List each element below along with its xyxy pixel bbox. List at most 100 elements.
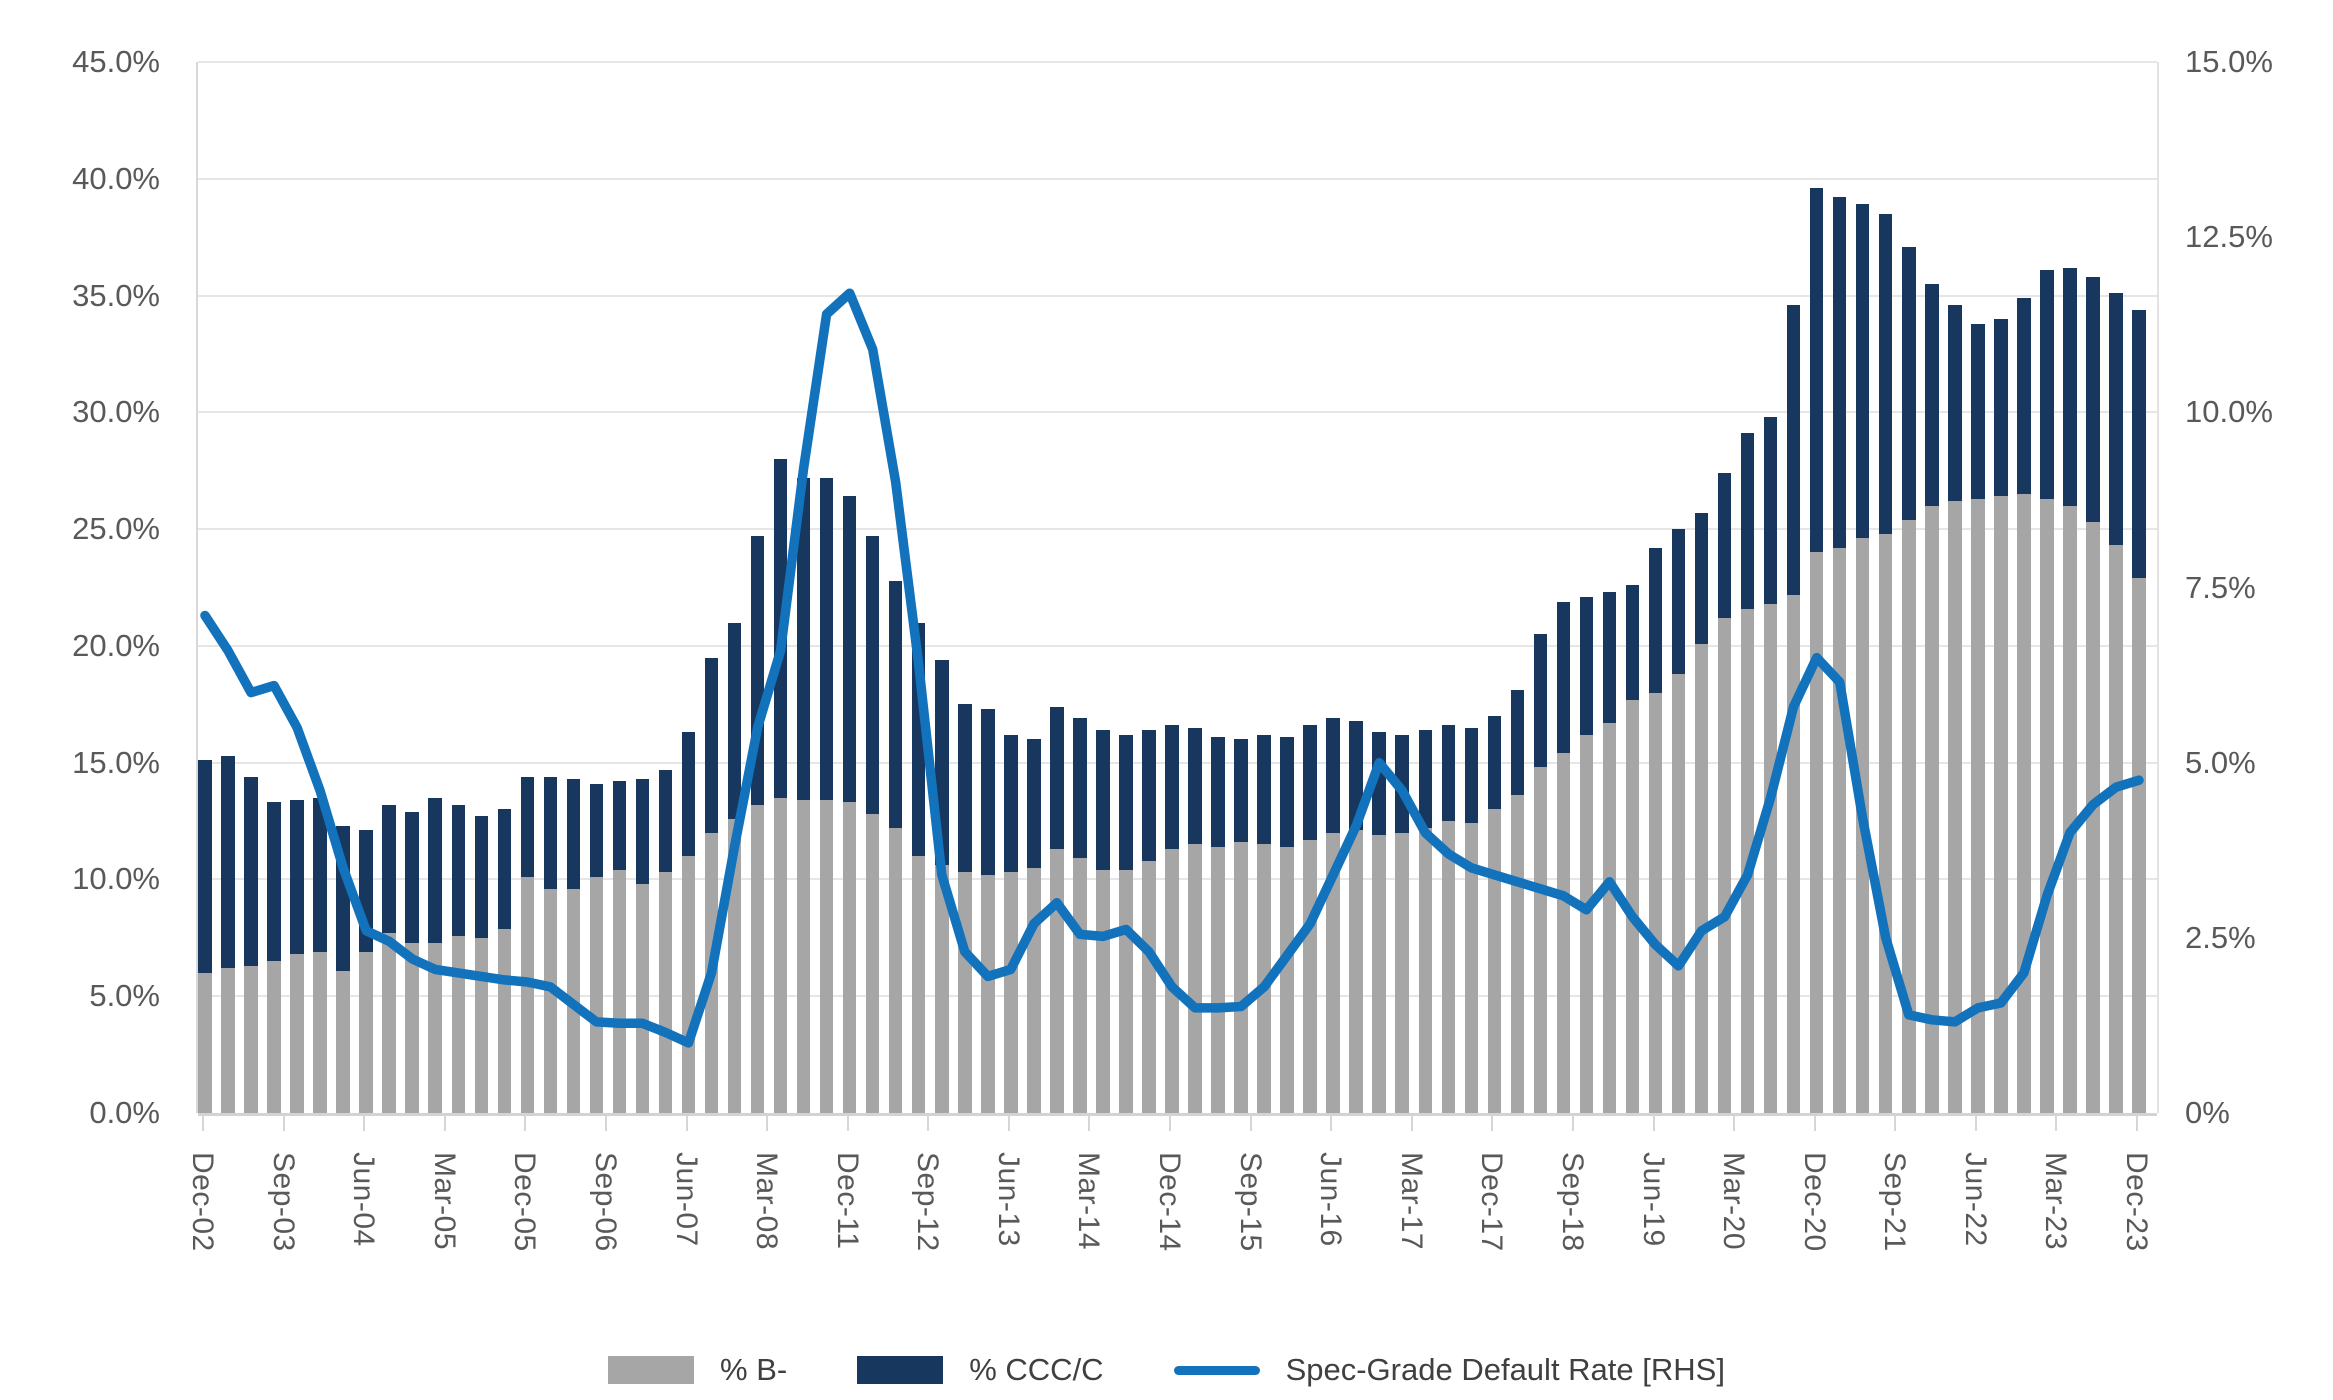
segment-ccc-c xyxy=(1096,729,1110,871)
segment-ccc-c xyxy=(382,804,396,934)
bar-Sep-16 xyxy=(1464,727,1479,1113)
x-axis-tick xyxy=(1652,1115,1655,1131)
segment-b-minus xyxy=(543,888,558,1113)
left-axis-tick-label: 40.0% xyxy=(72,160,160,196)
segment-b-minus xyxy=(819,800,834,1113)
x-axis-tick xyxy=(1491,1115,1494,1131)
segment-b-minus xyxy=(1372,835,1386,1113)
segment-b-minus xyxy=(1533,767,1548,1113)
segment-ccc-c xyxy=(635,779,650,885)
x-axis-tick-label: Sep-18 xyxy=(1555,1152,1589,1252)
left-axis-tick-label: 30.0% xyxy=(72,394,160,430)
bar-Dec-03 xyxy=(290,800,304,1113)
bar-Jun-06 xyxy=(520,776,535,1113)
segment-b-minus xyxy=(658,872,673,1113)
segment-ccc-c xyxy=(1326,718,1340,833)
segment-b-minus xyxy=(1948,501,1962,1113)
bar-Sep-21 xyxy=(1925,283,1939,1113)
legend-item-ccc-c: % CCC/C xyxy=(857,1352,1104,1388)
segment-b-minus xyxy=(1902,519,1916,1113)
x-axis-tick xyxy=(1330,1115,1333,1131)
right-axis-tick-label: 7.5% xyxy=(2185,569,2256,605)
segment-b-minus xyxy=(1142,860,1156,1113)
segment-b-minus xyxy=(1464,823,1479,1113)
x-axis-tick-label: Sep-12 xyxy=(911,1152,945,1252)
segment-b-minus xyxy=(612,870,627,1113)
x-axis-tick xyxy=(443,1115,446,1131)
bar-Mar-19 xyxy=(1694,512,1709,1113)
segment-b-minus xyxy=(1487,809,1502,1113)
right-axis-tick-label: 0% xyxy=(2185,1095,2230,1130)
segment-b-minus xyxy=(1809,552,1824,1113)
segment-b-minus xyxy=(2109,545,2123,1113)
bar-Dec-23 xyxy=(2132,309,2146,1113)
segment-ccc-c xyxy=(1994,318,2008,497)
x-axis-tick-label: Jun-13 xyxy=(991,1152,1025,1247)
left-axis-tick-label: 15.0% xyxy=(72,744,160,780)
x-axis-tick-label: Mar-23 xyxy=(2039,1152,2073,1251)
ccc-c-swatch-icon xyxy=(857,1356,944,1384)
segment-b-minus xyxy=(1556,753,1571,1113)
segment-ccc-c xyxy=(1625,585,1640,700)
x-axis-tick xyxy=(1571,1115,1574,1131)
legend-label-default-rate: Spec-Grade Default Rate [RHS] xyxy=(1285,1352,1725,1387)
bar-Sep-04 xyxy=(359,830,373,1113)
right-axis-tick-label: 5.0% xyxy=(2185,744,2256,780)
segment-ccc-c xyxy=(198,760,212,973)
right-axis-tick-label: 12.5% xyxy=(2185,219,2273,255)
segment-b-minus xyxy=(911,856,926,1113)
segment-b-minus xyxy=(1971,498,1985,1113)
gridline xyxy=(198,61,2157,63)
left-axis-tick-label: 25.0% xyxy=(72,511,160,547)
segment-ccc-c xyxy=(1303,725,1317,840)
legend-item-b-minus: % B- xyxy=(608,1352,787,1388)
segment-b-minus xyxy=(428,942,442,1113)
left-axis-tick-label: 20.0% xyxy=(72,627,160,663)
segment-ccc-c xyxy=(1073,718,1087,859)
x-axis-tick-label: Jun-04 xyxy=(347,1152,381,1247)
x-axis-tick xyxy=(1007,1115,1010,1131)
bar-Mar-04 xyxy=(313,797,327,1113)
bar-Mar-18 xyxy=(1602,592,1617,1113)
x-axis-tick xyxy=(202,1115,204,1131)
default-rate-polyline xyxy=(200,288,2144,1048)
x-axis-tick-label: Jun-22 xyxy=(1958,1152,1992,1247)
bar-Jun-05 xyxy=(428,797,442,1113)
x-axis-tick xyxy=(685,1115,688,1131)
x-axis-tick xyxy=(1733,1115,1736,1131)
bar-Mar-14 xyxy=(1234,739,1248,1113)
x-axis-tick xyxy=(1894,1115,1897,1131)
bar-Mar-16 xyxy=(1418,729,1432,1113)
x-axis-tick xyxy=(1974,1115,1977,1131)
x-axis-tick-label: Dec-05 xyxy=(508,1152,542,1252)
x-axis-tick-label: Mar-08 xyxy=(750,1152,784,1251)
segment-ccc-c xyxy=(1671,529,1686,674)
bar-Jun-18 xyxy=(1625,585,1640,1113)
segment-b-minus xyxy=(267,961,281,1113)
segment-b-minus xyxy=(1326,832,1340,1113)
segment-ccc-c xyxy=(405,811,419,943)
segment-ccc-c xyxy=(1602,592,1617,723)
segment-ccc-c xyxy=(1372,732,1386,836)
x-axis-tick xyxy=(282,1115,285,1131)
x-axis-tick-label: Sep-21 xyxy=(1878,1152,1912,1252)
segment-b-minus xyxy=(2040,498,2054,1113)
segment-b-minus xyxy=(1994,496,2008,1113)
bar-Mar-10 xyxy=(865,536,880,1113)
segment-ccc-c xyxy=(1948,304,1962,502)
bar-Sep-06 xyxy=(543,776,558,1113)
segment-ccc-c xyxy=(244,776,258,966)
segment-b-minus xyxy=(1280,846,1294,1113)
bar-Jun-23 xyxy=(2086,276,2100,1113)
segment-ccc-c xyxy=(520,776,535,878)
bar-Dec-17 xyxy=(1579,596,1594,1113)
segment-ccc-c xyxy=(1418,729,1432,829)
segment-ccc-c xyxy=(267,802,281,962)
x-axis-tick xyxy=(604,1115,607,1131)
left-axis-tick-label: 0.0% xyxy=(89,1095,160,1130)
segment-ccc-c xyxy=(1510,690,1525,796)
right-axis-tick-label: 2.5% xyxy=(2185,919,2256,955)
segment-ccc-c xyxy=(865,536,880,815)
x-axis-tick-label: Dec-14 xyxy=(1153,1152,1186,1252)
